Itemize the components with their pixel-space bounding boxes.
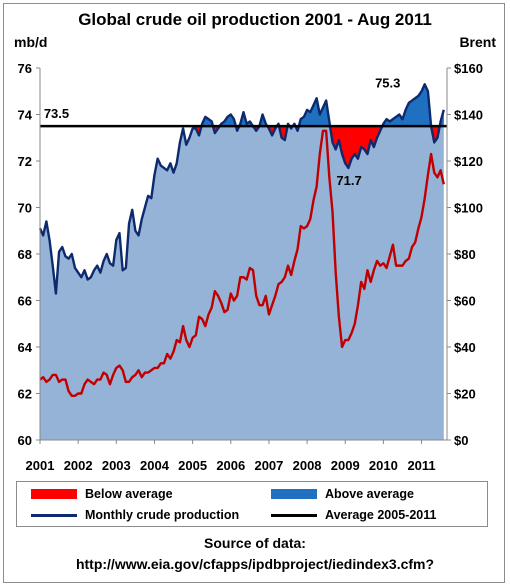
x-tick-label: 2009 [331,458,360,473]
brent-line [39,129,445,398]
legend: Below average Above average Monthly crud… [16,481,488,527]
x-tick-label: 2004 [140,458,170,473]
legend-label-below-average: Below average [85,487,173,501]
average-label: 73.5 [44,106,69,121]
production-line [38,83,445,295]
x-tick-label: 2001 [26,458,55,473]
right-tick-label: $0 [454,433,468,448]
x-tick-label: 2005 [178,458,207,473]
peak-annotation: 75.3 [375,75,400,90]
left-tick-label: 72 [18,154,32,169]
source-url: http://www.eia.gov/cfapps/ipdbproject/ie… [75,556,435,572]
left-tick-label: 68 [18,247,32,262]
right-tick-label: $120 [454,154,483,169]
left-tick-label: 74 [18,108,33,123]
legend-item-average: Average 2005-2011 [271,508,436,522]
x-tick-label: 2002 [64,458,93,473]
right-tick-label: $60 [454,294,476,309]
x-tick-label: 2011 [407,458,435,473]
source-heading: Source of data: [204,535,306,551]
left-tick-label: 62 [18,387,32,402]
right-tick-label: $140 [454,108,483,123]
left-tick-label: 64 [18,340,33,355]
left-tick-label: 76 [18,61,32,76]
left-tick-label: 66 [18,294,32,309]
x-tick-label: 2008 [293,458,322,473]
right-tick-label: $100 [454,201,483,216]
right-tick-label: $20 [454,387,476,402]
legend-label-average: Average 2005-2011 [325,508,437,522]
production-area [40,84,444,440]
legend-label-above-average: Above average [325,487,414,501]
chart-title: Global crude oil production 2001 - Aug 2… [78,10,432,29]
left-tick-label: 70 [18,201,32,216]
above-average-fill [201,84,444,127]
right-tick-label: $160 [454,61,483,76]
right-tick-label: $80 [454,247,476,262]
legend-line-monthly-production [31,513,77,517]
legend-item-above-average: Above average [271,487,414,501]
left-axis-unit: mb/d [14,34,48,50]
legend-swatch-below-average [31,489,77,499]
x-tick-label: 2003 [102,458,131,473]
legend-item-monthly-production: Monthly crude production [31,508,239,522]
x-tick-label: 2007 [254,458,283,473]
trough-annotation: 71.7 [336,173,361,188]
legend-item-below-average: Below average [31,487,173,501]
left-tick-label: 60 [18,433,32,448]
right-axis-unit: Brent [459,34,496,50]
right-tick-label: $40 [454,340,476,355]
x-tick-label: 2010 [369,458,398,473]
legend-swatch-above-average [271,489,317,499]
legend-line-average [271,513,317,517]
legend-label-monthly-production: Monthly crude production [85,508,240,522]
x-tick-label: 2006 [216,458,245,473]
